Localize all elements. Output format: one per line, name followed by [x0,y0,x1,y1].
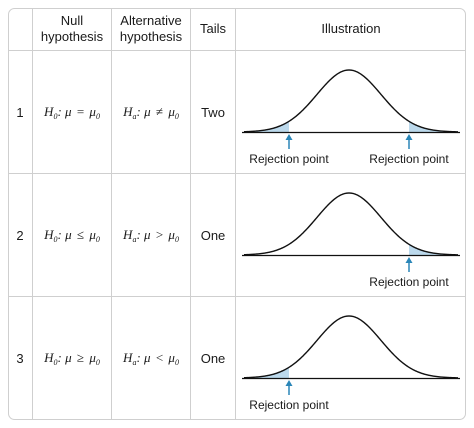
row-number: 3 [16,351,24,366]
header-tails: Tails [199,21,226,36]
tails-cell: Two [201,105,225,120]
alternative-hypothesis-cell: Ha: μ ≠ μ0 [123,104,179,121]
normal-curve [243,69,459,133]
header-null-line2: hypothesis [40,29,104,44]
alternative-hypothesis-cell: Ha: μ > μ0 [123,227,179,244]
distribution-illustration: Rejection point [242,315,460,412]
null-hypothesis-cell: H0: μ ≤ μ0 [44,227,100,244]
header-illustration: Illustration [321,21,381,36]
left-rejection-region [244,367,289,378]
right-rejection-region [409,121,458,132]
normal-curve [243,315,459,379]
null-hypothesis-cell: H0: μ = μ0 [44,104,100,121]
right-rejection-label: Rejection point [369,152,449,166]
null-hypothesis-cell: H0: μ ≥ μ0 [44,350,100,367]
normal-curve [243,192,459,256]
right-rejection-arrow [405,134,413,149]
header-alt-line1: Alternative [120,13,182,28]
left-rejection-label: Rejection point [249,398,329,412]
tails-cell: One [200,228,226,243]
header-null-hypothesis: Null hypothesis [33,8,111,50]
right-rejection-label: Rejection point [369,275,449,289]
left-rejection-arrow [285,380,293,395]
header-alt-line2: hypothesis [119,29,183,44]
right-rejection-arrow [405,257,413,272]
left-rejection-label: Rejection point [249,152,329,166]
distribution-illustration: Rejection point [242,192,460,289]
tails-cell: One [200,351,226,366]
row-number: 1 [16,105,24,120]
header-alternative-hypothesis: Alternative hypothesis [112,8,190,50]
left-rejection-region [244,121,289,132]
hypothesis-table: Null hypothesis Alternative hypothesis T… [8,8,466,420]
alternative-hypothesis-cell: Ha: μ < μ0 [123,350,179,367]
distribution-illustration: Rejection point Rejection point [242,69,460,166]
table-grid [8,8,466,420]
header-null-line1: Null [60,13,84,28]
right-rejection-region [409,244,458,255]
row-number: 2 [16,228,24,243]
left-rejection-arrow [285,134,293,149]
